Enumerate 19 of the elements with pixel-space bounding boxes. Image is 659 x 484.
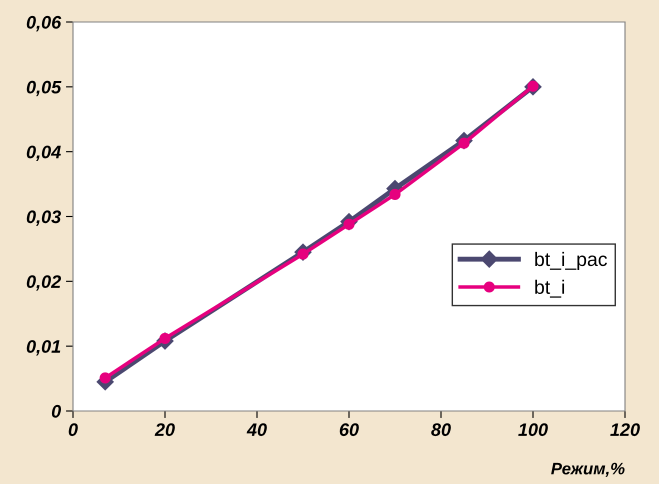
x-tick-label: 0 xyxy=(68,423,78,436)
x-tick-label: 120 xyxy=(610,423,640,436)
y-tick-label: 0 xyxy=(52,404,62,418)
legend-label: bt_i xyxy=(535,280,564,298)
x-tick-label: 60 xyxy=(340,423,359,436)
y-tick-label: 0,06 xyxy=(26,16,62,32)
y-tick-label: 0,05 xyxy=(26,80,62,96)
x-tick-label: 80 xyxy=(431,423,451,436)
x-tick-label: 40 xyxy=(246,423,267,436)
point xyxy=(389,188,401,200)
x-tick-label: 20 xyxy=(154,423,175,436)
y-tick-label: 0,01 xyxy=(26,340,60,356)
y-tick-label: 0,02 xyxy=(26,275,62,291)
point xyxy=(100,372,111,384)
x-tick-label: 100 xyxy=(518,423,548,436)
y-tick-label: 0,04 xyxy=(26,146,61,162)
legend-label: bt_i_pac xyxy=(535,252,607,270)
x-axis-title: Режим,% xyxy=(551,462,625,477)
y-tick-label: 0,03 xyxy=(26,210,61,226)
